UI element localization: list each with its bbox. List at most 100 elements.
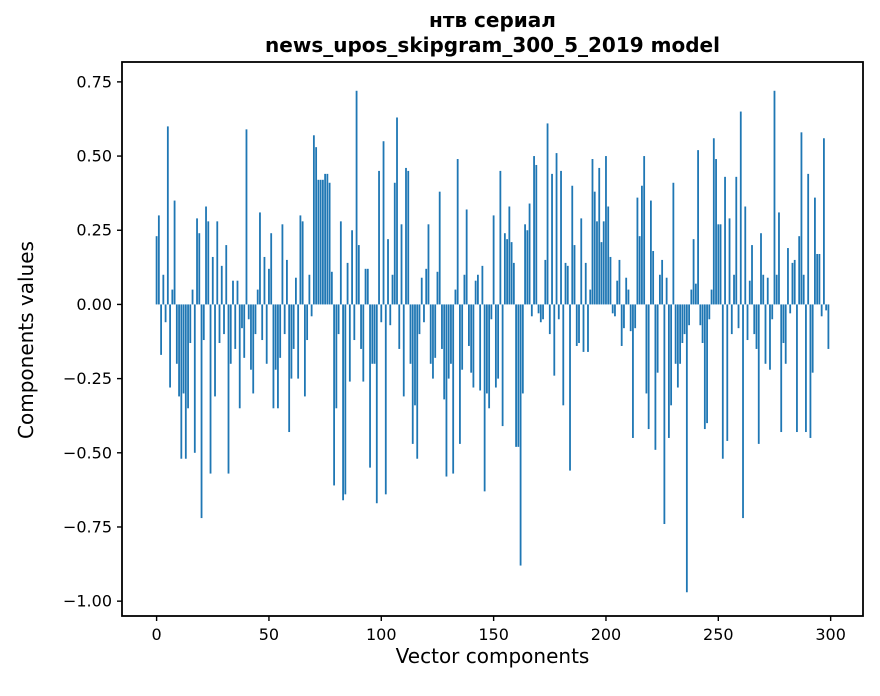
bar bbox=[450, 304, 452, 364]
bar bbox=[268, 268, 270, 305]
bar bbox=[279, 304, 282, 358]
bar bbox=[816, 253, 819, 305]
bar bbox=[256, 289, 259, 305]
bar bbox=[189, 304, 192, 344]
bar bbox=[544, 259, 547, 305]
bar bbox=[438, 191, 441, 305]
bar bbox=[739, 111, 742, 305]
bar bbox=[762, 274, 765, 305]
bar bbox=[748, 280, 751, 305]
bar bbox=[712, 138, 715, 305]
bar bbox=[791, 262, 794, 305]
bar bbox=[771, 304, 774, 320]
bar bbox=[375, 304, 378, 504]
bar bbox=[787, 248, 789, 305]
bar bbox=[751, 245, 753, 305]
bar bbox=[173, 200, 176, 305]
bar bbox=[465, 209, 468, 305]
bar bbox=[564, 262, 567, 305]
bar bbox=[485, 304, 488, 394]
bar bbox=[775, 274, 778, 305]
bar bbox=[164, 304, 167, 323]
y-tick-label: −0.50 bbox=[63, 443, 112, 462]
bar bbox=[326, 173, 329, 305]
bar bbox=[488, 304, 491, 409]
bar bbox=[306, 304, 309, 341]
bar bbox=[297, 304, 300, 379]
bar bbox=[214, 304, 216, 397]
bar bbox=[477, 274, 479, 305]
bar bbox=[245, 129, 248, 305]
bar bbox=[591, 159, 594, 305]
bar bbox=[796, 304, 798, 433]
bar bbox=[685, 304, 688, 593]
chart-title-line1: нтв сериал bbox=[429, 8, 556, 32]
bar bbox=[800, 132, 803, 305]
bar bbox=[243, 304, 246, 358]
bar bbox=[742, 304, 744, 519]
bar bbox=[555, 153, 558, 305]
bar bbox=[661, 259, 664, 305]
bar bbox=[391, 274, 394, 305]
axes-frame bbox=[121, 61, 864, 617]
bar bbox=[744, 206, 747, 305]
x-tick-label: 100 bbox=[366, 625, 397, 644]
bar bbox=[387, 239, 389, 305]
bar bbox=[425, 268, 428, 305]
bar bbox=[650, 200, 652, 305]
bar bbox=[180, 304, 183, 459]
bar bbox=[533, 156, 535, 305]
bar bbox=[184, 304, 187, 459]
bar bbox=[337, 304, 340, 335]
bar bbox=[274, 304, 277, 370]
bar bbox=[382, 141, 385, 305]
bar bbox=[155, 236, 158, 305]
bar bbox=[746, 304, 749, 341]
bar bbox=[218, 304, 221, 344]
bar bbox=[333, 304, 335, 486]
bar bbox=[620, 304, 623, 346]
bar bbox=[202, 304, 205, 341]
bar bbox=[463, 274, 466, 305]
bar bbox=[717, 224, 720, 305]
bar bbox=[241, 304, 243, 329]
bar bbox=[728, 218, 731, 305]
bar bbox=[468, 304, 470, 346]
bar bbox=[474, 280, 477, 305]
bar bbox=[735, 176, 738, 305]
bar bbox=[423, 304, 425, 323]
bar bbox=[369, 304, 371, 468]
bar bbox=[634, 304, 637, 329]
bar bbox=[196, 218, 198, 305]
bar bbox=[769, 304, 771, 370]
bar bbox=[429, 304, 432, 364]
bar bbox=[782, 304, 785, 344]
bar bbox=[569, 304, 571, 471]
bar bbox=[157, 215, 160, 305]
bar bbox=[250, 304, 252, 370]
bar bbox=[384, 304, 387, 495]
bar bbox=[263, 256, 266, 305]
bar bbox=[645, 304, 648, 394]
bar bbox=[492, 215, 495, 305]
bar bbox=[319, 179, 322, 305]
bar bbox=[672, 182, 675, 305]
bar bbox=[542, 304, 544, 320]
bar bbox=[295, 277, 297, 305]
bar bbox=[692, 239, 695, 305]
bar bbox=[766, 277, 769, 305]
bar bbox=[227, 304, 230, 474]
bar bbox=[398, 304, 401, 349]
bar bbox=[357, 245, 360, 305]
bar bbox=[589, 289, 592, 305]
bar bbox=[160, 304, 162, 355]
bar bbox=[303, 304, 306, 397]
bar bbox=[247, 304, 250, 320]
bar bbox=[315, 147, 318, 305]
bar bbox=[780, 304, 783, 433]
bar bbox=[490, 304, 493, 320]
bar bbox=[407, 170, 410, 305]
bar bbox=[288, 304, 291, 433]
bar bbox=[587, 304, 589, 352]
